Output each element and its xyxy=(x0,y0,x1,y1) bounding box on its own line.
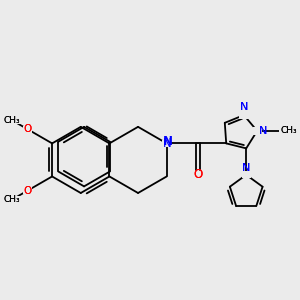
FancyBboxPatch shape xyxy=(239,112,248,119)
Text: O: O xyxy=(24,185,32,196)
FancyBboxPatch shape xyxy=(253,127,262,134)
Text: N: N xyxy=(240,102,248,112)
Text: N: N xyxy=(259,126,268,136)
Text: N: N xyxy=(163,135,173,148)
FancyBboxPatch shape xyxy=(23,126,32,133)
Text: N: N xyxy=(242,163,250,173)
FancyBboxPatch shape xyxy=(194,171,203,178)
Text: O: O xyxy=(194,168,203,181)
Text: N: N xyxy=(163,137,172,150)
FancyBboxPatch shape xyxy=(242,171,251,178)
Text: O: O xyxy=(24,124,32,134)
Text: N: N xyxy=(242,163,250,173)
Text: CH₃: CH₃ xyxy=(4,116,20,125)
FancyBboxPatch shape xyxy=(23,187,32,194)
FancyBboxPatch shape xyxy=(3,196,21,203)
Text: O: O xyxy=(24,124,32,134)
FancyBboxPatch shape xyxy=(162,140,171,147)
Text: N: N xyxy=(259,126,267,136)
Text: N: N xyxy=(240,102,248,112)
Text: CH₃: CH₃ xyxy=(4,116,20,125)
Text: CH₃: CH₃ xyxy=(280,126,297,135)
Text: O: O xyxy=(194,168,203,181)
Text: CH₃: CH₃ xyxy=(280,126,297,135)
FancyBboxPatch shape xyxy=(280,127,298,134)
FancyBboxPatch shape xyxy=(3,117,21,124)
Text: CH₃: CH₃ xyxy=(4,195,20,204)
Text: CH₃: CH₃ xyxy=(4,195,20,204)
Text: O: O xyxy=(24,185,32,196)
